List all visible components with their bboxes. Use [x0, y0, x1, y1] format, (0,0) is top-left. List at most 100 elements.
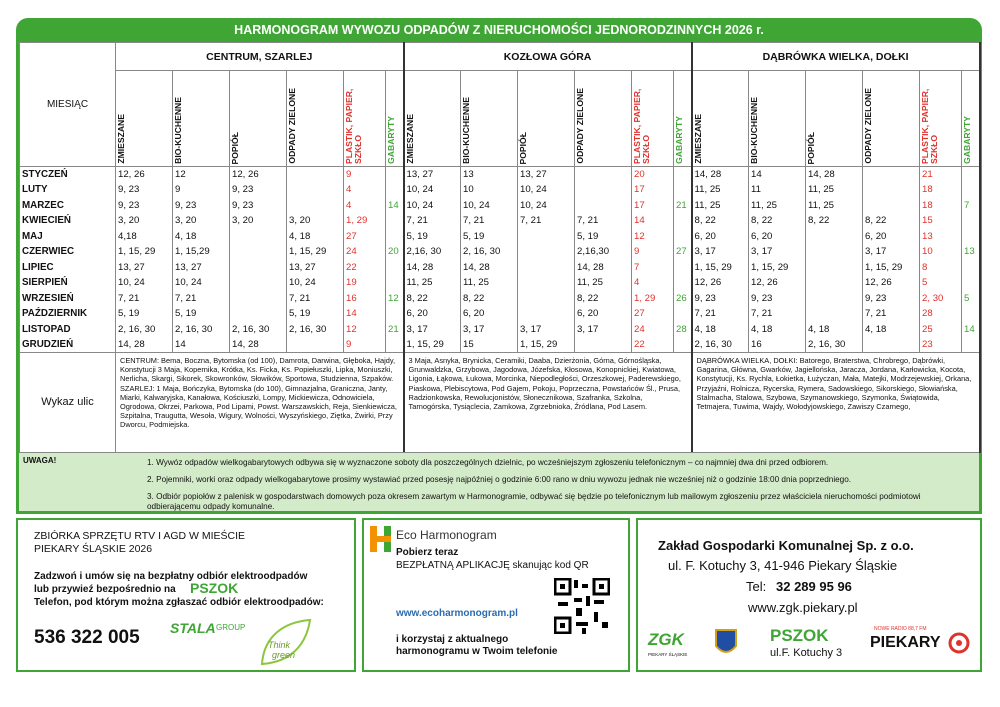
- cell: 10, 24: [517, 197, 576, 213]
- month-name: PAŹDZIERNIK: [19, 306, 116, 322]
- app-url: www.ecoharmonogram.pl: [396, 608, 518, 619]
- cell: 11, 25: [403, 275, 462, 291]
- cell: 2, 16, 30: [172, 321, 230, 337]
- cell: 13, 27: [172, 259, 230, 275]
- cell: 14: [172, 337, 230, 353]
- cell: 2, 16, 30: [286, 321, 344, 337]
- cell: 2, 16, 30: [805, 337, 864, 353]
- zgk-logo: ZGK: [648, 630, 684, 649]
- cell: 11, 25: [691, 182, 750, 198]
- pszok-logo: PSZOK: [770, 626, 829, 645]
- cell: [384, 275, 405, 291]
- cell: 10: [919, 244, 963, 260]
- eco-logo: [370, 526, 391, 552]
- column-label: ODPADY ZIELONE: [287, 88, 298, 164]
- street-paragraph: SZARLEJ: 1 Maja, Bończyka, Bytomska (do …: [120, 383, 397, 430]
- rtv-line1: Zadzwoń i umów się na bezpłatny odbiór e…: [34, 571, 308, 582]
- cell: 14, 28: [229, 337, 287, 353]
- cell: 28: [919, 306, 963, 322]
- cell: 12: [172, 166, 230, 182]
- cell: 27: [673, 244, 693, 260]
- cell: 13: [460, 166, 519, 182]
- cell: [805, 259, 864, 275]
- cell: 12, 26: [862, 275, 921, 291]
- column-header: GABARYTY: [961, 70, 981, 167]
- app-line3: i korzystaj z aktualnego: [396, 634, 509, 645]
- column-label: ZMIESZANE: [116, 114, 127, 164]
- cell: 10, 24: [460, 197, 519, 213]
- cell: [384, 213, 405, 229]
- cell: 9: [343, 166, 386, 182]
- street-list: DĄBRÓWKA WIELKA, DOŁKI: Batorego, Brater…: [691, 352, 981, 453]
- zgk-url: www.zgk.piekary.pl: [748, 600, 858, 615]
- cell: 5, 19: [172, 306, 230, 322]
- cell: [229, 275, 287, 291]
- cell: 24: [631, 321, 675, 337]
- month-row: PAŹDZIERNIK 5, 19 5, 19 5, 19 14 6, 20 6, 20 6,…: [19, 306, 981, 322]
- cell: 9, 23: [229, 182, 287, 198]
- cell: 7, 21: [574, 213, 633, 229]
- column-header: ZMIESZANE: [691, 70, 750, 167]
- column-label: POPIÓŁ: [806, 131, 817, 164]
- radio-icon: [948, 632, 970, 654]
- cell: 3, 17: [691, 244, 750, 260]
- street-list: 3 Maja, Asnyka, Brynicka, Ceramiki, Daab…: [403, 352, 693, 453]
- cell: [961, 306, 981, 322]
- cell: 14, 28: [403, 259, 462, 275]
- cell: 18: [919, 197, 963, 213]
- cell: 9: [631, 244, 675, 260]
- cell: 22: [343, 259, 386, 275]
- notes: UWAGA! 1. Wywóz odpadów wielkogabarytowy…: [19, 452, 979, 511]
- cell: 1, 29: [343, 213, 386, 229]
- column-label: PLASTIK, PAPIER, SZKŁO: [344, 88, 364, 164]
- month-row: SIERPIEŃ 10, 24 10, 24 10, 24 19 11, 25 11, 25…: [19, 275, 981, 291]
- cell: 8, 22: [691, 213, 750, 229]
- cell: 12: [631, 228, 675, 244]
- cell: 8, 22: [574, 290, 633, 306]
- column-header: GABARYTY: [673, 70, 693, 167]
- cell: [286, 197, 344, 213]
- cell: 14: [631, 213, 675, 229]
- cell: [286, 337, 344, 353]
- cell: 4, 18: [805, 321, 864, 337]
- cell: 17: [631, 197, 675, 213]
- cell: [517, 306, 576, 322]
- column-header: PLASTIK, PAPIER, SZKŁO: [919, 70, 963, 167]
- cell: 3, 17: [574, 321, 633, 337]
- cell: 7, 21: [115, 290, 173, 306]
- cell: [229, 244, 287, 260]
- cell: 3, 17: [460, 321, 519, 337]
- cell: 1, 15, 29: [862, 259, 921, 275]
- cell: [286, 182, 344, 198]
- column-label: BIO-KUCHENNE: [173, 97, 184, 164]
- cell: 22: [631, 337, 675, 353]
- zgk-panel: Zakład Gospodarki Komunalnej Sp. z o.o. …: [636, 518, 982, 672]
- cell: 5, 19: [286, 306, 344, 322]
- cell: [673, 275, 693, 291]
- cell: 3, 17: [862, 244, 921, 260]
- cell: 18: [919, 182, 963, 198]
- cell: 5: [961, 290, 981, 306]
- cell: 12, 26: [115, 166, 173, 182]
- cell: 17: [631, 182, 675, 198]
- cell: 1, 15, 29: [691, 259, 750, 275]
- rtv-panel: ZBIÓRKA SPRZĘTU RTV I AGD W MIEŚCIE PIEK…: [16, 518, 356, 672]
- cell: 8, 22: [460, 290, 519, 306]
- qr-code: [554, 578, 610, 634]
- cell: 5: [919, 275, 963, 291]
- column-header: POPIÓŁ: [805, 70, 864, 167]
- cell: 26: [673, 290, 693, 306]
- cell: [517, 290, 576, 306]
- column-label: POPIÓŁ: [230, 131, 241, 164]
- cell: [673, 306, 693, 322]
- cell: 2, 16, 30: [691, 337, 750, 353]
- cell: 3, 20: [172, 213, 230, 229]
- cell: [229, 228, 287, 244]
- cell: 1, 15,29: [172, 244, 230, 260]
- cell: [862, 182, 921, 198]
- rtv-line2: lub przywieź bezpośrednio na: [34, 584, 176, 595]
- cell: 4, 18: [172, 228, 230, 244]
- cell: 4,18: [115, 228, 173, 244]
- cell: [574, 337, 633, 353]
- cell: 9, 23: [172, 197, 230, 213]
